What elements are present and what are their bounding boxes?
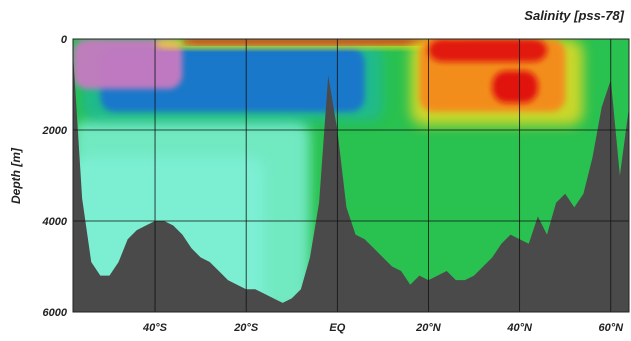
x-tick-label: 60°N (598, 322, 624, 334)
x-tick-label: EQ (329, 322, 345, 334)
y-tick-label: 2000 (42, 125, 68, 137)
seafloor-bathymetry (73, 52, 629, 312)
high-salinity-core (492, 70, 538, 103)
x-tick-label: 20°N (415, 322, 442, 334)
high-salinity-lens-red (428, 39, 547, 62)
grid-lines (73, 39, 629, 312)
high-salinity-surface-core (182, 39, 447, 45)
x-tick-label: 40°N (506, 322, 533, 334)
y-axis-ticks: 0 2000 4000 6000 (42, 34, 68, 319)
plot-frame (72, 38, 630, 313)
x-tick-label: 40°S (142, 322, 168, 334)
plot-area (73, 39, 629, 312)
x-tick-label: 20°S (233, 322, 259, 334)
y-tick-label: 6000 (43, 307, 68, 319)
chart-title: Salinity [pss-78] (524, 8, 624, 23)
y-tick-label: 4000 (42, 216, 68, 228)
x-axis-ticks: 40°S 20°S EQ 20°N 40°N 60°N (142, 322, 624, 334)
y-axis-title: Depth [m] (9, 147, 23, 204)
y-tick-label: 0 (61, 34, 68, 46)
